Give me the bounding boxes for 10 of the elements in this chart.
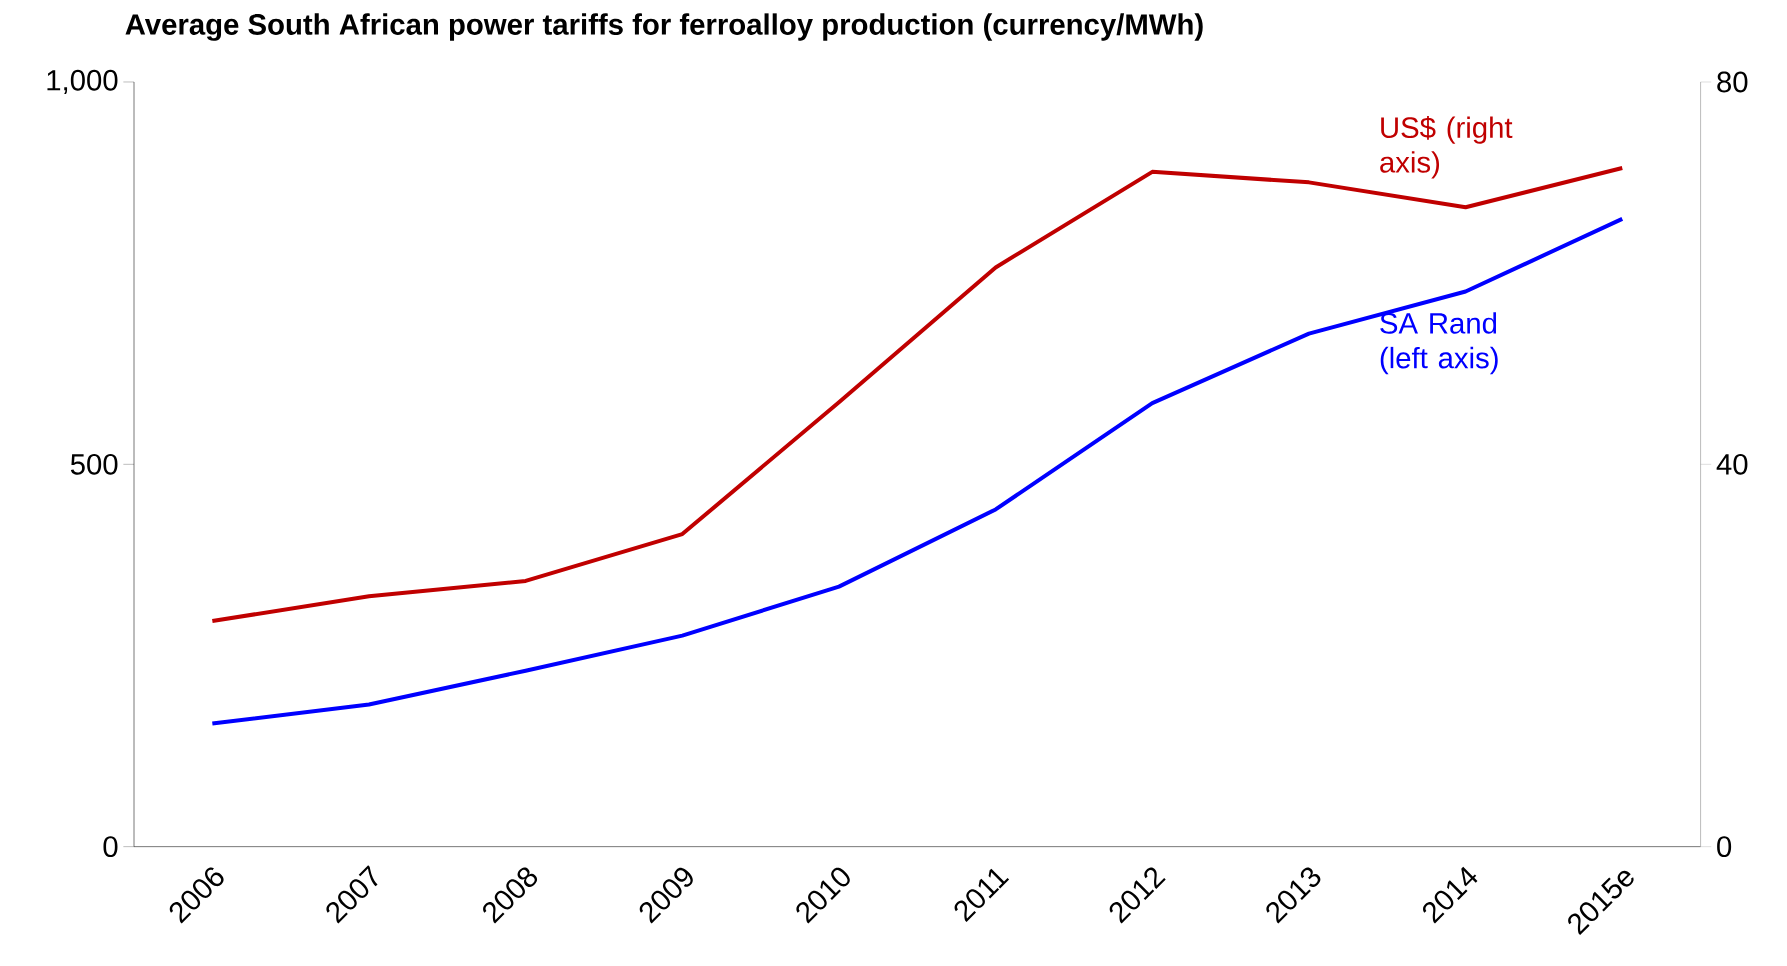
y-tick-label: 1,000 [47, 69, 118, 95]
y-tick-label: 500 [70, 453, 118, 475]
y-tick-label: 0 [103, 836, 118, 858]
y2-tick-label: 0 [1717, 836, 1732, 858]
series-label: US$ (right axis) [1380, 116, 1513, 179]
series-label: SA Rand (left axis) [1380, 312, 1498, 375]
y2-tick-label: 80 [1717, 71, 1748, 93]
y2-tick-label: 40 [1716, 453, 1748, 475]
chart-title: Average South African power tariffs for ferroalloy production (currency/MWh) [125, 13, 1203, 41]
line-series [210, 216, 1625, 726]
